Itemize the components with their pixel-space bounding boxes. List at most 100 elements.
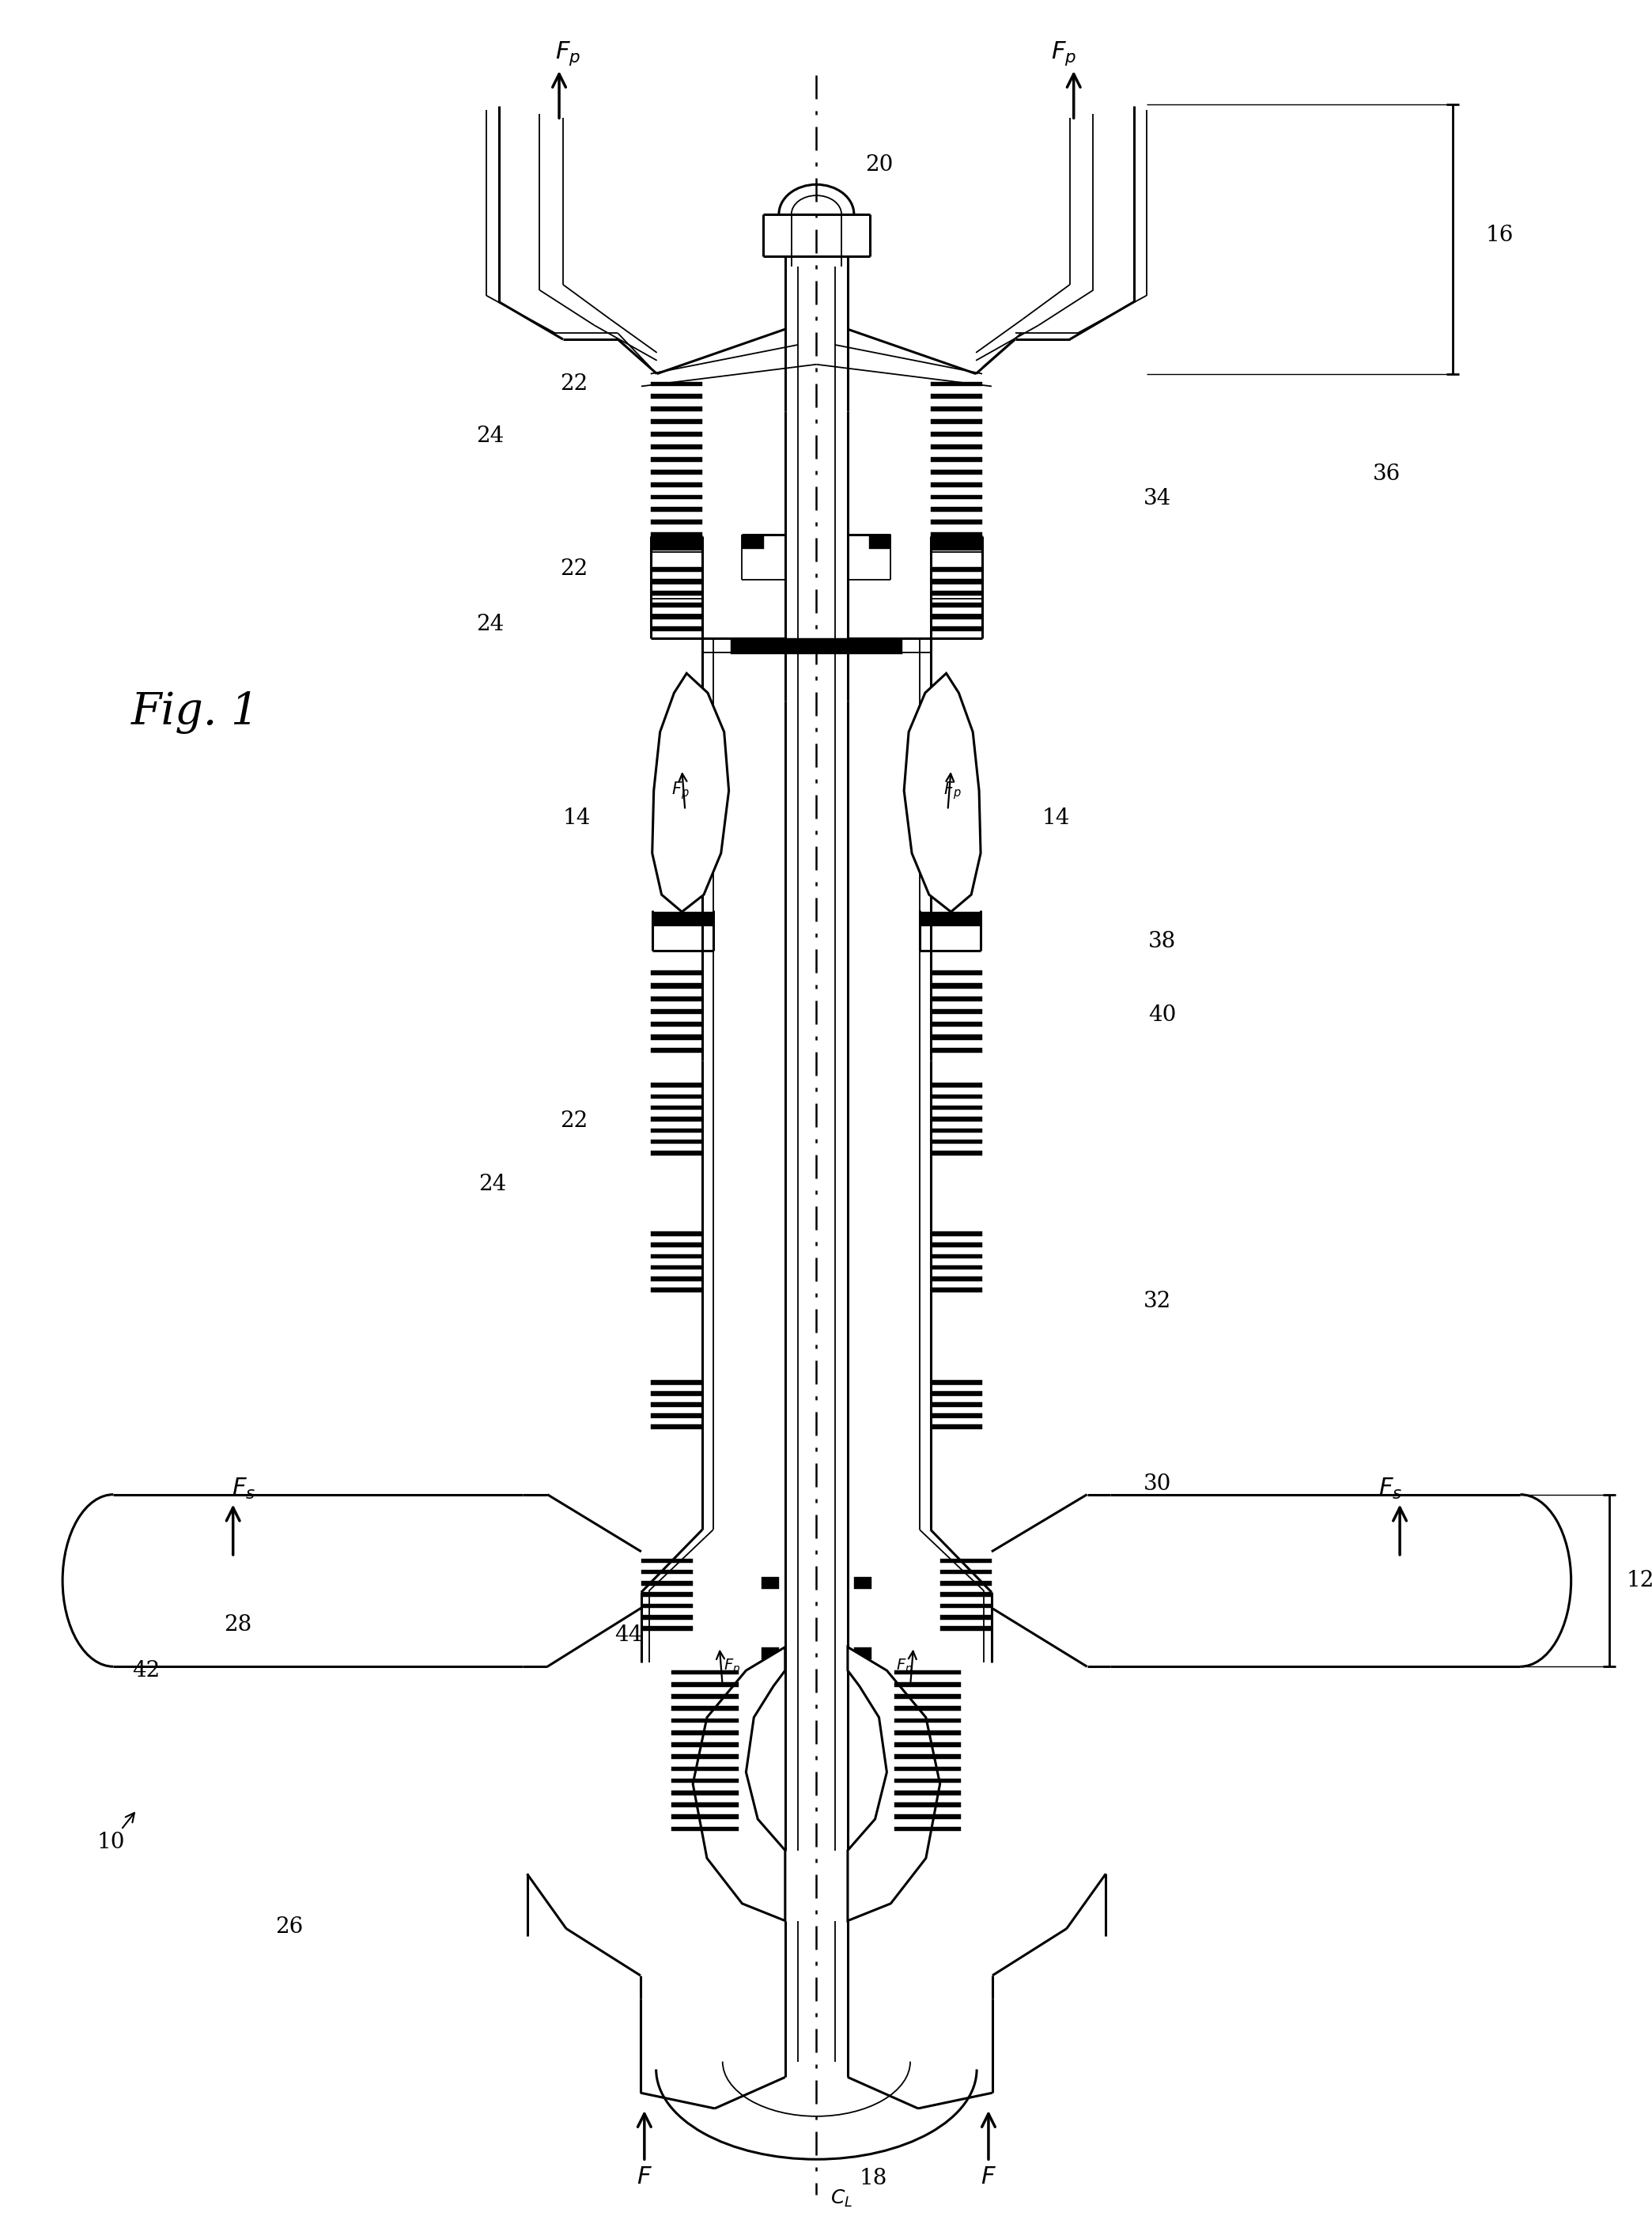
Bar <box>651 1106 702 1111</box>
Bar <box>651 1402 702 1406</box>
Bar <box>920 911 981 927</box>
Bar <box>651 1095 702 1099</box>
Bar <box>930 1021 983 1028</box>
Bar <box>930 580 983 584</box>
Bar <box>895 1814 961 1818</box>
Bar <box>651 1254 702 1258</box>
Polygon shape <box>692 1648 785 1921</box>
Text: 16: 16 <box>1485 224 1513 246</box>
Bar <box>895 1778 961 1782</box>
Bar <box>854 1576 871 1590</box>
Text: 24: 24 <box>476 425 504 448</box>
Text: 22: 22 <box>560 1111 588 1133</box>
Bar <box>672 1670 738 1675</box>
Bar <box>651 1243 702 1247</box>
Bar <box>930 457 983 461</box>
Bar <box>895 1791 961 1796</box>
Bar <box>762 1648 778 1659</box>
Text: 34: 34 <box>1143 488 1171 510</box>
Bar <box>930 1402 983 1406</box>
Bar <box>930 1254 983 1258</box>
Text: 30: 30 <box>1143 1473 1171 1496</box>
Bar <box>930 1265 983 1270</box>
Bar <box>930 481 983 486</box>
Bar <box>895 1755 961 1760</box>
Bar <box>930 602 983 607</box>
Bar <box>930 1106 983 1111</box>
Text: 44: 44 <box>615 1626 643 1646</box>
Bar <box>651 481 702 486</box>
Bar <box>651 1021 702 1028</box>
Bar <box>930 446 983 450</box>
Bar <box>940 1592 991 1596</box>
Bar <box>930 1231 983 1236</box>
Text: 14: 14 <box>562 808 590 828</box>
Bar <box>651 1265 702 1270</box>
Bar <box>930 1413 983 1417</box>
Bar <box>651 1424 702 1428</box>
Text: 42: 42 <box>132 1659 160 1681</box>
Bar <box>895 1706 961 1711</box>
Bar <box>641 1558 692 1563</box>
Bar <box>930 591 983 596</box>
Bar <box>930 1379 983 1384</box>
Bar <box>940 1570 991 1574</box>
Bar <box>651 969 702 976</box>
Bar <box>730 638 902 654</box>
Bar <box>651 1048 702 1052</box>
Bar <box>672 1706 738 1711</box>
Bar <box>672 1767 738 1771</box>
Bar <box>651 1140 702 1144</box>
Bar <box>930 1010 983 1014</box>
Polygon shape <box>904 674 981 911</box>
Bar <box>672 1681 738 1686</box>
Bar <box>930 508 983 513</box>
Text: 26: 26 <box>276 1917 304 1937</box>
Bar <box>930 419 983 423</box>
Bar <box>651 432 702 437</box>
Bar <box>930 1048 983 1052</box>
Bar <box>930 983 983 987</box>
Text: 28: 28 <box>225 1614 251 1637</box>
Text: $F_p$: $F_p$ <box>895 1657 912 1677</box>
Bar <box>672 1802 738 1807</box>
Bar <box>930 627 983 631</box>
Bar <box>930 613 983 620</box>
Bar <box>930 996 983 1001</box>
Bar <box>651 1276 702 1281</box>
Bar <box>641 1603 692 1608</box>
Bar <box>930 969 983 976</box>
Text: 18: 18 <box>859 2167 887 2190</box>
Bar <box>651 996 702 1001</box>
Text: 20: 20 <box>866 154 892 175</box>
Bar <box>869 537 890 549</box>
Bar <box>930 1287 983 1292</box>
Bar <box>930 537 983 551</box>
Bar <box>930 566 983 571</box>
Bar <box>930 1117 983 1122</box>
Text: 40: 40 <box>1148 1005 1176 1025</box>
Bar <box>940 1626 991 1630</box>
Bar <box>930 1084 983 1088</box>
Text: $F_s$: $F_s$ <box>1378 1478 1403 1502</box>
Bar <box>895 1731 961 1735</box>
Bar <box>930 519 983 524</box>
Bar <box>651 1413 702 1417</box>
Bar <box>641 1592 692 1596</box>
Polygon shape <box>847 1648 940 1921</box>
Bar <box>651 419 702 423</box>
Bar <box>651 1084 702 1088</box>
Text: $F_s$: $F_s$ <box>231 1478 256 1502</box>
Bar <box>672 1742 738 1746</box>
Bar <box>940 1614 991 1619</box>
Bar <box>895 1827 961 1832</box>
Bar <box>940 1581 991 1585</box>
Bar <box>930 1151 983 1155</box>
Bar <box>641 1626 692 1630</box>
Bar <box>762 1576 778 1590</box>
Bar <box>940 1558 991 1563</box>
Text: 22: 22 <box>560 374 588 394</box>
Bar <box>672 1731 738 1735</box>
Bar <box>651 1379 702 1384</box>
Bar <box>930 495 983 499</box>
